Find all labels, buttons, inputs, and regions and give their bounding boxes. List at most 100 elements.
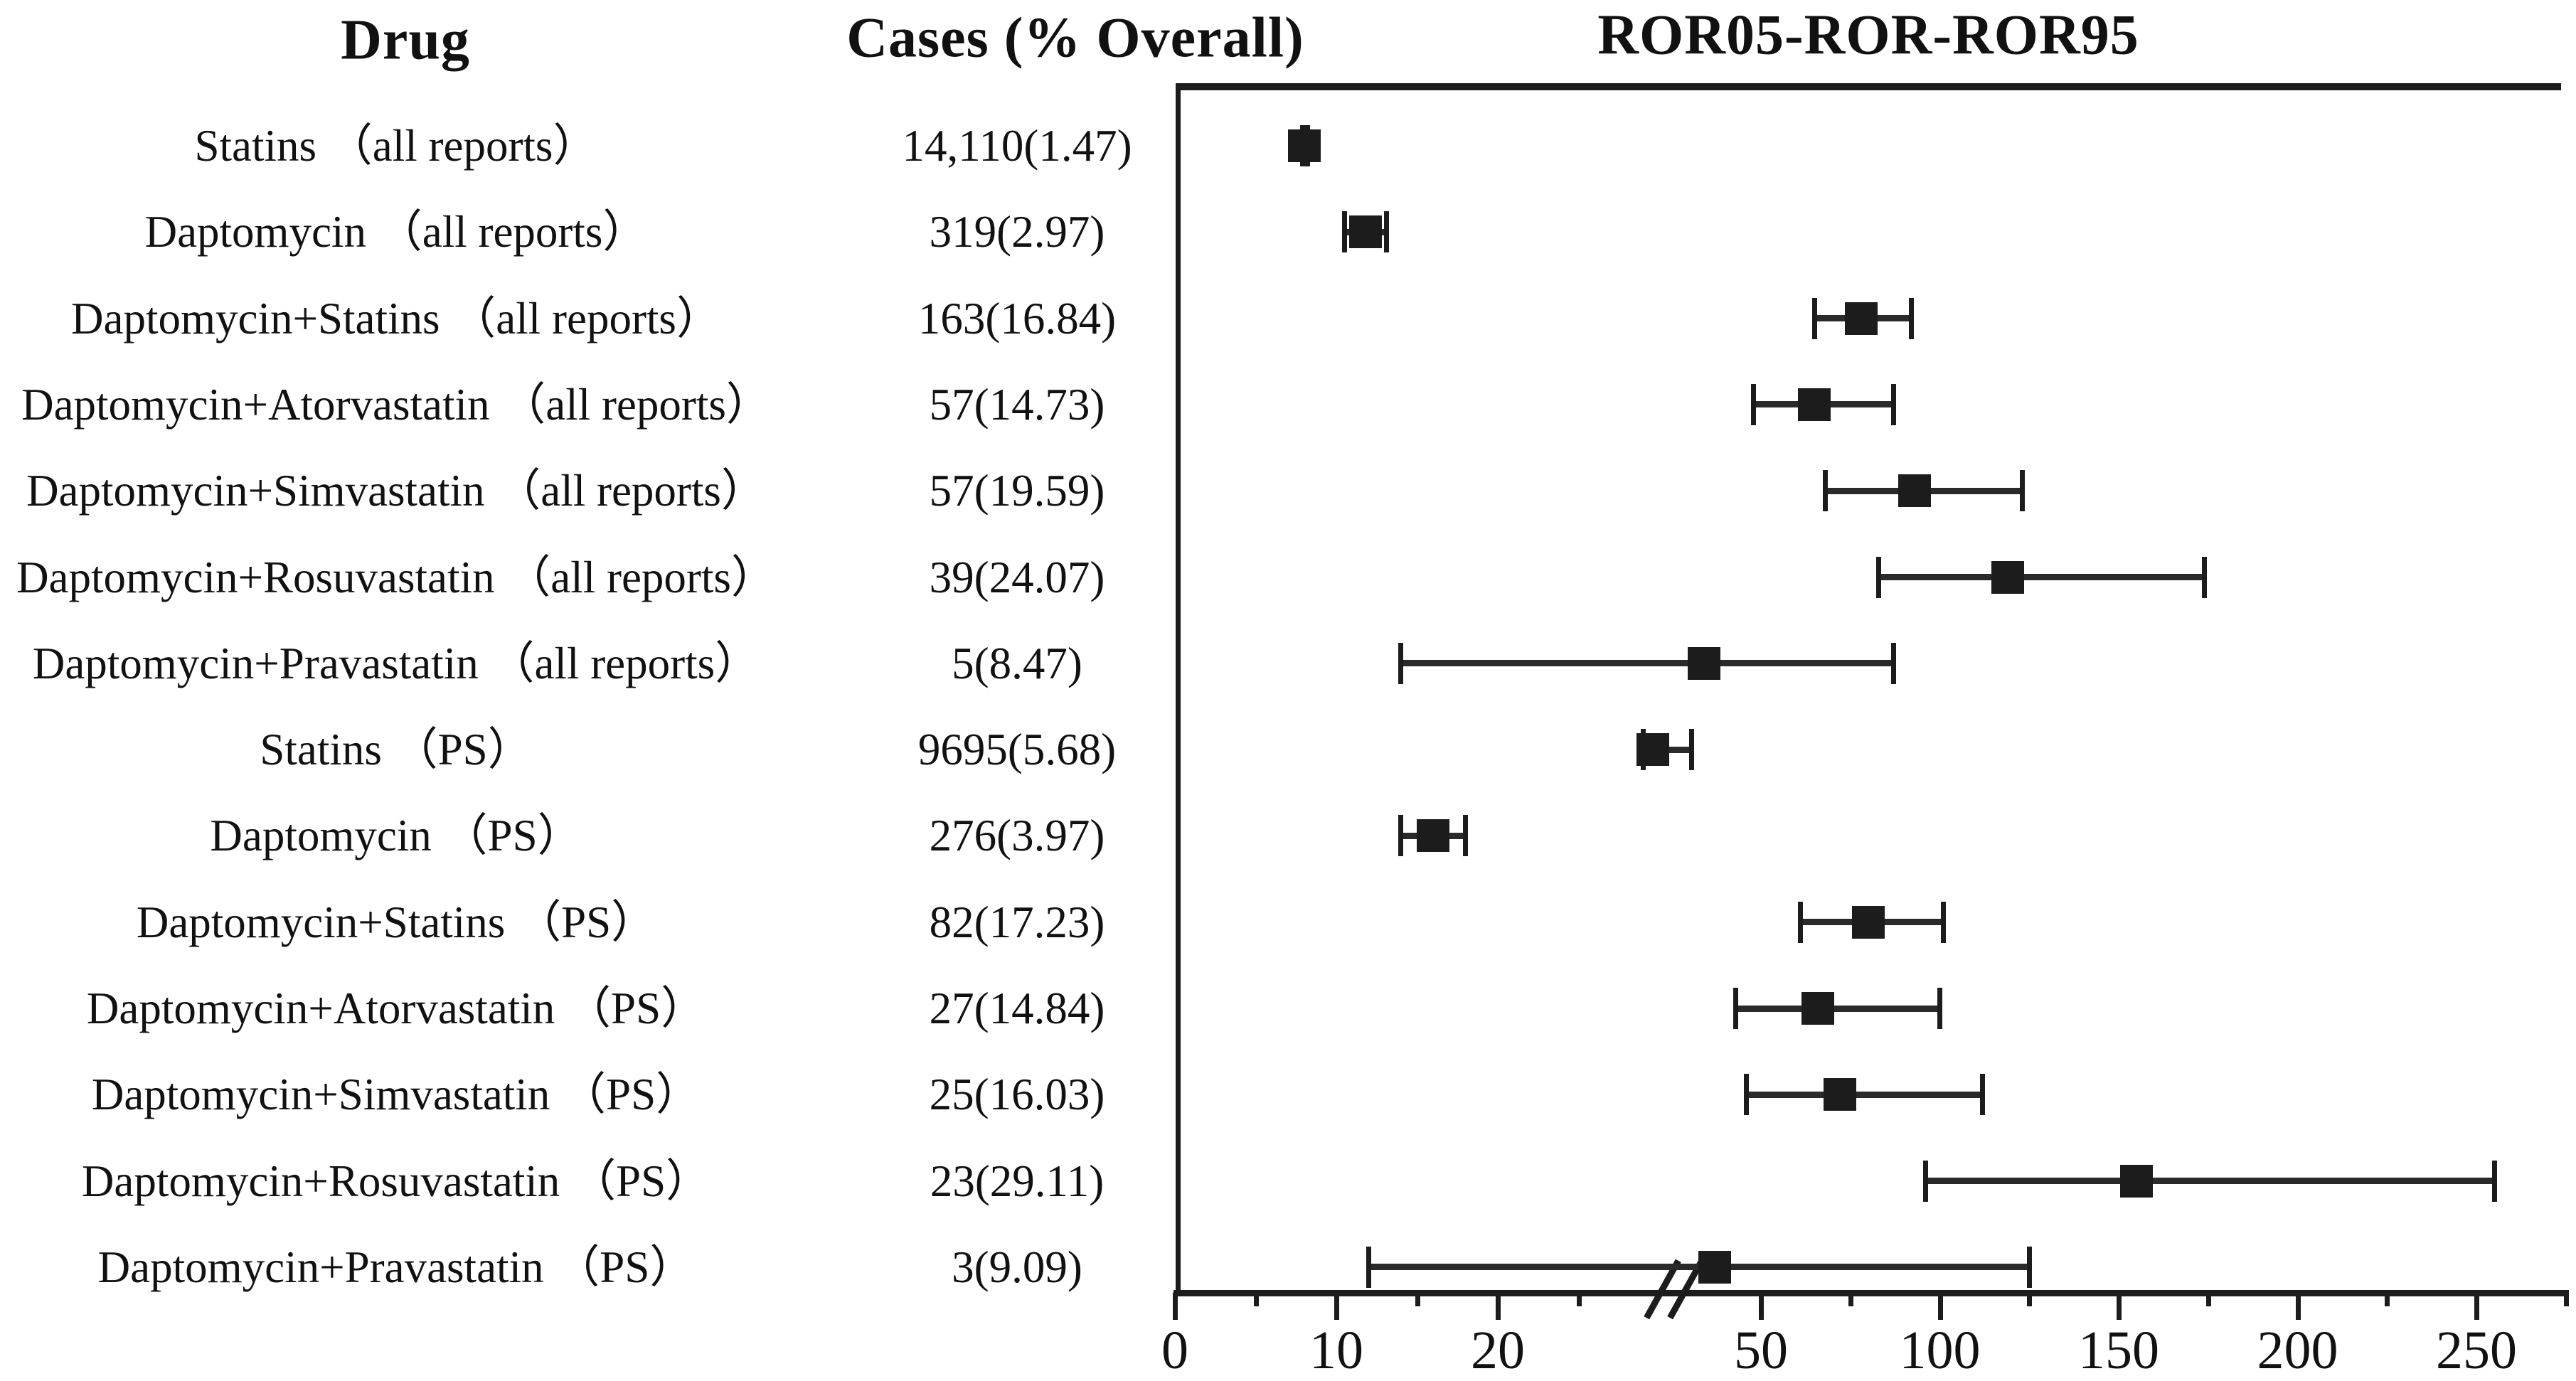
drug-label: Daptomycin+Rosuvastatin （all reports）	[16, 552, 776, 602]
x-axis-tick-minor	[2563, 1293, 2569, 1306]
point-estimate-square	[1898, 474, 1932, 508]
error-bar-cap-left	[1366, 1246, 1371, 1288]
x-axis-tick-minor	[2385, 1293, 2390, 1306]
drug-label: Daptomycin+Statins （all reports）	[71, 293, 721, 343]
x-axis-tick-major	[1937, 1293, 1943, 1320]
x-axis-tick-major	[1334, 1293, 1339, 1320]
cases-value: 163(16.84)	[917, 293, 1117, 343]
cases-value: 25(16.03)	[929, 1070, 1105, 1120]
drug-label: Statins （all reports）	[194, 121, 598, 171]
cases-value: 57(14.73)	[929, 379, 1105, 430]
point-estimate-square	[1636, 733, 1669, 767]
error-bar-cap-left	[1811, 297, 1817, 339]
cases-value: 276(3.97)	[929, 811, 1105, 861]
error-bar-cap-left	[1398, 642, 1404, 684]
error-bar-cap-left	[1733, 988, 1739, 1029]
error-bar-line	[1878, 574, 2205, 580]
point-estimate-square	[1417, 819, 1450, 853]
drug-label: Daptomycin+Atorvastatin （all reports）	[21, 379, 771, 430]
error-bar-cap-right	[2026, 1246, 2032, 1288]
drug-label: Daptomycin+Atorvastatin （PS）	[86, 983, 706, 1033]
x-axis-line	[1173, 1290, 2569, 1296]
error-bar-cap-right	[1937, 988, 1942, 1029]
error-bar-line	[1746, 1091, 1983, 1098]
error-bar-cap-left	[1922, 1160, 1928, 1202]
error-bar-cap-right	[1890, 642, 1896, 684]
drug-label: Statins （PS）	[260, 725, 533, 775]
cases-value: 9695(5.68)	[917, 725, 1117, 775]
drug-label: Daptomycin+Simvastatin （all reports）	[26, 466, 766, 516]
column-header-cases: Cases (% Overall)	[846, 6, 1304, 70]
x-axis-tick-label: 50	[1734, 1321, 1788, 1380]
point-estimate-square	[1698, 1250, 1731, 1284]
point-estimate-square	[1798, 388, 1831, 421]
point-estimate-square	[1823, 1078, 1856, 1111]
x-axis-tick-label: 250	[2436, 1321, 2517, 1380]
x-axis-tick-label: 150	[2078, 1321, 2159, 1380]
error-bar-cap-right	[2491, 1160, 2497, 1202]
point-estimate-square	[2120, 1164, 2154, 1198]
column-header-ror: ROR05-ROR-ROR95	[1597, 4, 2139, 67]
x-axis-tick-major	[2295, 1293, 2301, 1320]
error-bar-line	[1400, 660, 1894, 667]
cases-value: 27(14.84)	[929, 983, 1105, 1033]
cases-value: 57(19.59)	[929, 466, 1105, 516]
x-axis-tick-label: 10	[1309, 1321, 1363, 1380]
cases-value: 14,110(1.47)	[902, 121, 1132, 171]
drug-label: Daptomycin+Pravastatin （all reports）	[32, 638, 760, 688]
x-axis-tick-label: 200	[2257, 1321, 2338, 1380]
point-estimate-square	[1348, 215, 1382, 249]
x-axis-tick-minor	[1848, 1293, 1853, 1306]
cases-value: 82(17.23)	[929, 897, 1105, 947]
x-axis-tick-minor	[2205, 1293, 2211, 1306]
drug-label: Daptomycin+Statins （PS）	[136, 897, 656, 947]
x-axis-tick-major	[2117, 1293, 2122, 1320]
x-axis-tick-minor	[2027, 1293, 2033, 1306]
error-bar-line	[1925, 1178, 2495, 1185]
point-estimate-square	[1851, 905, 1885, 939]
error-bar-cap-right	[1383, 211, 1389, 253]
x-axis-tick-label: 100	[1899, 1321, 1981, 1380]
error-bar-cap-right	[1688, 729, 1694, 771]
cases-value: 39(24.07)	[929, 552, 1105, 602]
x-axis-tick-major	[2474, 1293, 2479, 1320]
error-bar-cap-left	[1751, 383, 1757, 425]
point-estimate-square	[1687, 646, 1720, 680]
point-estimate-square	[1991, 560, 2025, 594]
drug-label: Daptomycin+Pravastatin （PS）	[97, 1242, 695, 1292]
point-estimate-square	[1287, 129, 1321, 162]
x-axis-tick-label: 0	[1161, 1321, 1188, 1380]
error-bar-cap-right	[1908, 297, 1914, 339]
error-bar-cap-left	[1823, 470, 1829, 512]
cases-value: 5(8.47)	[952, 638, 1082, 688]
x-axis-tick-major	[1496, 1293, 1501, 1320]
cases-value: 319(2.97)	[929, 207, 1105, 257]
error-bar-cap-left	[1341, 211, 1347, 253]
point-estimate-square	[1801, 992, 1835, 1025]
column-header-drug: Drug	[341, 9, 470, 72]
error-bar-cap-right	[1890, 383, 1896, 425]
point-estimate-square	[1844, 302, 1878, 335]
error-bar-cap-right	[2202, 556, 2208, 598]
drug-label: Daptomycin+Simvastatin （PS）	[91, 1070, 701, 1120]
cases-value: 23(29.11)	[930, 1156, 1105, 1206]
error-bar-cap-right	[2019, 470, 2025, 512]
error-bar-cap-right	[1980, 1074, 1986, 1116]
error-bar-cap-left	[1876, 556, 1882, 598]
error-bar-line	[1735, 1005, 1940, 1012]
error-bar-cap-right	[1463, 815, 1469, 857]
error-bar-cap-left	[1744, 1074, 1750, 1116]
error-bar-cap-left	[1797, 901, 1803, 943]
x-axis-tick-major	[1173, 1293, 1178, 1320]
x-axis-tick-major	[1759, 1293, 1764, 1320]
drug-label: Daptomycin （all reports）	[144, 207, 648, 257]
drug-label: Daptomycin+Rosuvastatin （PS）	[81, 1156, 711, 1206]
x-axis-tick-minor	[1253, 1293, 1259, 1306]
x-axis-tick-label: 20	[1471, 1321, 1525, 1380]
drug-label: Daptomycin （PS）	[210, 811, 582, 861]
x-axis-tick-minor	[1415, 1293, 1420, 1306]
x-axis-tick-minor	[1576, 1293, 1582, 1306]
error-bar-cap-left	[1398, 815, 1404, 857]
cases-value: 3(9.09)	[952, 1242, 1082, 1292]
